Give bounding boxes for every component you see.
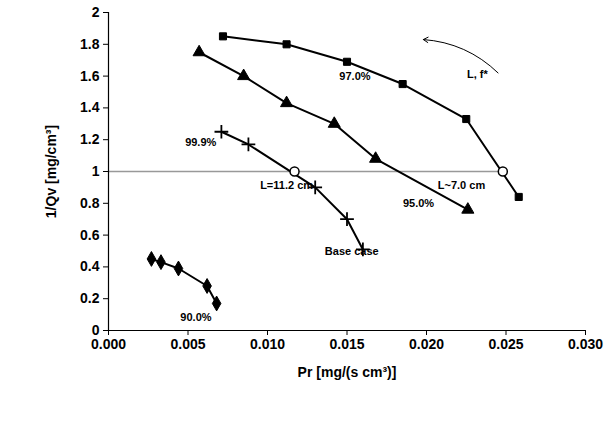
svg-text:1.6: 1.6 (80, 68, 100, 84)
svg-text:0.025: 0.025 (488, 336, 523, 352)
svg-text:0.015: 0.015 (329, 336, 364, 352)
svg-text:0.030: 0.030 (568, 336, 603, 352)
svg-text:0.2: 0.2 (80, 290, 100, 306)
svg-text:90.0%: 90.0% (180, 311, 211, 323)
svg-text:97.0%: 97.0% (339, 70, 370, 82)
svg-text:1: 1 (92, 163, 100, 179)
svg-text:99.9%: 99.9% (185, 136, 216, 148)
svg-text:0.6: 0.6 (80, 227, 100, 243)
svg-text:0.020: 0.020 (409, 336, 444, 352)
svg-text:0.4: 0.4 (80, 258, 100, 274)
svg-text:Pr [mg/(s cm³)]: Pr [mg/(s cm³)] (298, 364, 397, 380)
svg-text:1.2: 1.2 (80, 131, 100, 147)
svg-text:1/Qv [mg/cm³]: 1/Qv [mg/cm³] (43, 125, 59, 218)
svg-text:0.005: 0.005 (170, 336, 205, 352)
svg-text:1.4: 1.4 (80, 99, 100, 115)
svg-text:0: 0 (91, 322, 100, 338)
svg-text:95.0%: 95.0% (403, 197, 434, 209)
svg-text:1.8: 1.8 (80, 36, 100, 52)
svg-text:2: 2 (92, 4, 100, 20)
svg-text:0.010: 0.010 (250, 336, 285, 352)
svg-text:L~7.0 cm: L~7.0 cm (438, 179, 486, 191)
svg-text:0.000: 0.000 (91, 336, 126, 352)
svg-text:Base case: Base case (325, 245, 379, 257)
svg-text:L=11.2 cm: L=11.2 cm (260, 179, 313, 191)
svg-text:0.8: 0.8 (80, 195, 100, 211)
svg-text:L, f*: L, f* (467, 68, 488, 80)
